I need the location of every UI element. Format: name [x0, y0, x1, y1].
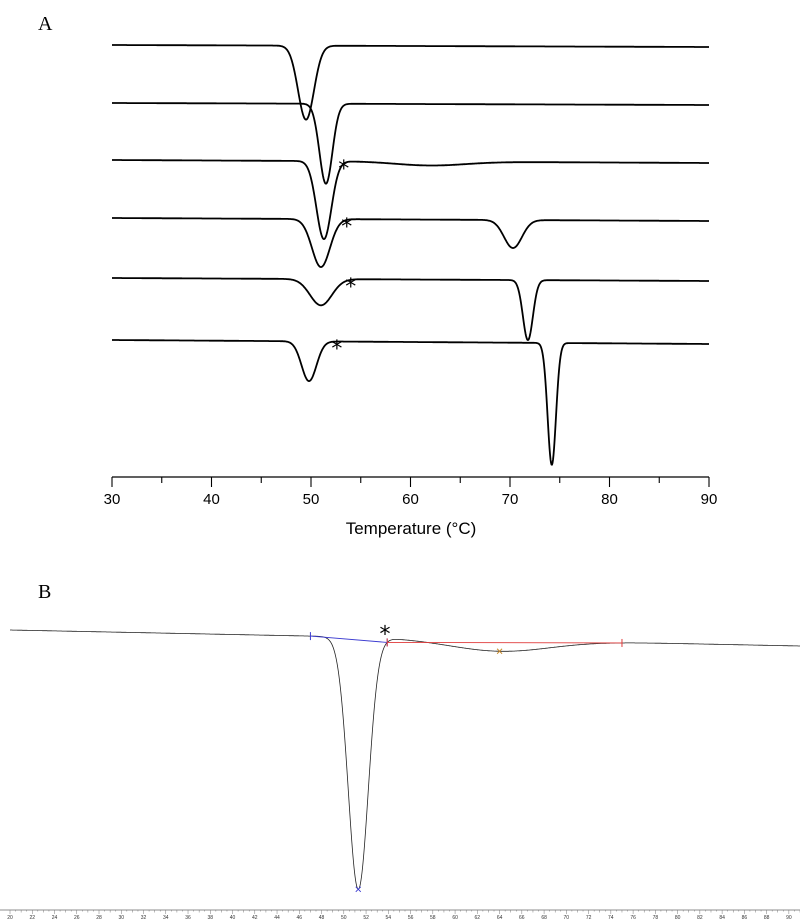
panel-b-tick-label: 76	[630, 915, 636, 921]
panel-b-tick-label: 44	[274, 915, 280, 921]
panel-a-annotation-star-4: *	[341, 215, 352, 240]
panel-b-tick-label: 86	[742, 915, 748, 921]
panel-b-tick-label: 32	[141, 915, 147, 921]
panel-b-tick-label: 68	[541, 915, 547, 921]
panel-a-x-axis-title: Temperature (°C)	[346, 519, 477, 538]
panel-a-tick-label: 70	[502, 491, 519, 508]
panel-b-annotation-star: *	[380, 623, 391, 648]
panel-a-tick-label: 90	[701, 491, 718, 508]
panel-b-tick-label: 50	[341, 915, 347, 921]
panel-b-tick-label: 66	[519, 915, 525, 921]
panel-a-tick-label: 50	[303, 491, 320, 508]
panel-a-tick-label: 40	[203, 491, 220, 508]
panel-b-tick-label: 80	[675, 915, 681, 921]
panel-b-tick-label: 26	[74, 915, 80, 921]
panel-a-annotation-star-3: *	[338, 157, 349, 182]
panel-b-tick-label: 82	[697, 915, 703, 921]
panel-b-tick-label: 56	[408, 915, 414, 921]
panel-a-tick-label: 80	[601, 491, 618, 508]
panel-b-label: B	[38, 581, 51, 603]
panel-b-tick-label: 36	[185, 915, 191, 921]
panel-b-tick-label: 60	[452, 915, 458, 921]
panel-a-tick-label: 30	[104, 491, 121, 508]
panel-a-trace-6	[111, 339, 710, 466]
panel-a-annotations: * * * *	[331, 157, 356, 362]
panel-b-trace	[10, 629, 800, 890]
panel-a-tick-label: 60	[402, 491, 419, 508]
panel-a-chart: A * * * * 30 40 50 60 70 80 90 Temperature (°C)	[38, 13, 717, 538]
panel-b-tick-label: 62	[475, 915, 481, 921]
panel-a-trace-2	[111, 102, 710, 185]
panel-b-tick-label: 54	[386, 915, 392, 921]
panel-a-traces	[111, 44, 710, 466]
panel-b-peak-marker-1	[355, 886, 362, 893]
panel-b-x-ticks: 20 22 24 26 28 30 32 34 36 38 40 42 44 46 48 50 52 54 56 58…	[7, 910, 800, 921]
panel-b-tick-label: 34	[163, 915, 169, 921]
panel-b-tick-label: 30	[119, 915, 125, 921]
panel-a-trace-5	[111, 277, 710, 341]
panel-b-tick-label: 46	[297, 915, 303, 921]
panel-a-trace-4	[111, 217, 710, 268]
panel-b-tick-label: 20	[7, 915, 13, 921]
panel-b-chart: B * 20 22 24 26 28 30 32 34 36 38 40 42 44 46 48 50 52 54…	[0, 581, 800, 921]
panel-b-tick-label: 58	[430, 915, 436, 921]
panel-b-plot	[10, 629, 800, 893]
panel-b-tick-label: 42	[252, 915, 258, 921]
panel-b-tick-label: 74	[608, 915, 614, 921]
panel-b-peak-marker-2	[496, 648, 503, 655]
panel-b-baseline-2	[387, 641, 622, 644]
panel-b-tick-label: 40	[230, 915, 236, 921]
panel-b-tick-label: 28	[96, 915, 102, 921]
panel-b-tick-label: 48	[319, 915, 325, 921]
panel-a-x-ticks: 30 40 50 60 70 80 90	[104, 477, 718, 508]
panel-b-tick-label: 72	[586, 915, 592, 921]
panel-b-tick-label: 70	[564, 915, 570, 921]
panel-b-tick-label: 24	[52, 915, 58, 921]
panel-a-trace-1	[111, 44, 710, 121]
panel-b-baseline-1	[310, 635, 388, 643]
panel-b-tick-label: 38	[208, 915, 214, 921]
panel-b-tick-label: 52	[363, 915, 369, 921]
panel-b-tick-label: 78	[653, 915, 659, 921]
panel-a-label: A	[38, 13, 53, 35]
panel-a-annotation-star-5: *	[345, 275, 356, 300]
panel-a-annotation-star-6: *	[331, 337, 342, 362]
panel-b-tick-label: 22	[30, 915, 36, 921]
panel-b-tick-label: 64	[497, 915, 503, 921]
panel-a-trace-3	[111, 159, 710, 240]
panel-b-tick-label: 84	[719, 915, 725, 921]
panel-b-tick-label: 88	[764, 915, 770, 921]
panel-b-tick-label: 90	[786, 915, 792, 921]
